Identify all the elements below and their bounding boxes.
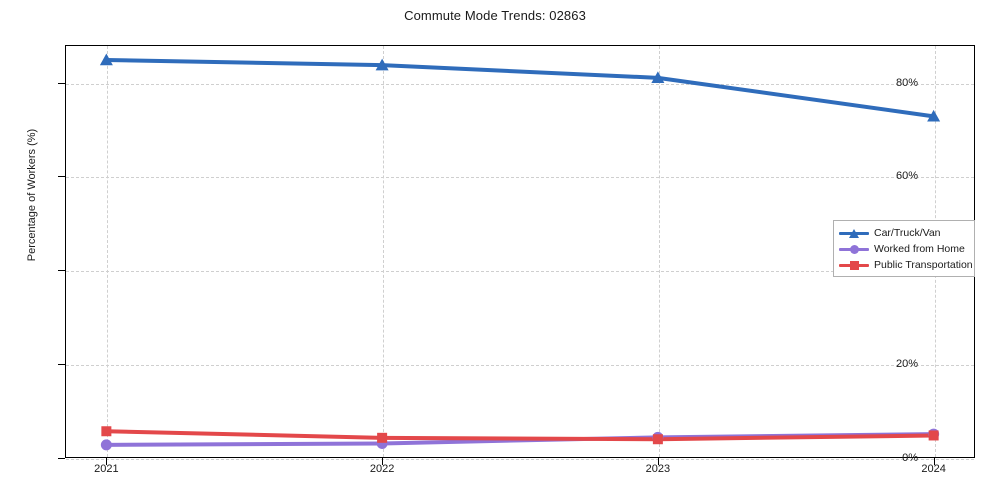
gridline-vertical xyxy=(107,46,109,457)
triangle-marker-icon xyxy=(849,229,859,238)
y-axis-label: Percentage of Workers (%) xyxy=(26,128,38,262)
y-tick-label: 60% xyxy=(895,170,918,183)
y-tick-mark xyxy=(58,364,65,366)
y-tick-mark xyxy=(58,270,65,272)
gridline-vertical xyxy=(658,46,660,457)
x-tick-mark xyxy=(382,458,384,465)
gridline-horizontal xyxy=(66,459,974,460)
legend-swatch xyxy=(839,226,869,240)
legend-item[interactable]: Car/Truck/Van xyxy=(839,225,969,241)
legend-swatch xyxy=(839,242,869,256)
legend-swatch xyxy=(839,258,869,272)
legend-item[interactable]: Worked from Home xyxy=(839,241,969,257)
x-tick-mark xyxy=(106,458,108,465)
legend-item[interactable]: Public Transportation xyxy=(839,257,973,273)
y-tick-label: 20% xyxy=(895,358,918,371)
square-marker-icon xyxy=(850,261,859,270)
gridline-vertical xyxy=(383,46,385,457)
gridline-horizontal xyxy=(66,271,974,273)
x-tick-label: 2022 xyxy=(369,463,395,475)
y-tick-label: 0% xyxy=(902,452,918,464)
gridline-horizontal xyxy=(66,83,974,85)
circle-marker-icon xyxy=(850,245,859,254)
x-tick-label: 2023 xyxy=(645,463,671,475)
legend-label: Worked from Home xyxy=(874,243,965,255)
y-tick-label: 80% xyxy=(895,76,918,89)
y-tick-mark xyxy=(58,458,65,459)
chart-legend: Car/Truck/Van Worked from Home Public Tran… xyxy=(833,220,975,277)
chart-title: Commute Mode Trends: 02863 xyxy=(404,8,586,23)
x-tick-label: 2021 xyxy=(94,463,119,475)
y-tick-mark xyxy=(58,176,65,178)
legend-label: Public Transportation xyxy=(874,259,973,271)
x-tick-mark xyxy=(933,458,935,465)
gridline-horizontal xyxy=(66,177,974,179)
legend-label: Car/Truck/Van xyxy=(874,227,941,239)
gridline-horizontal xyxy=(66,365,974,367)
x-tick-mark xyxy=(657,458,659,465)
x-tick-label: 2024 xyxy=(921,463,946,475)
y-tick-mark xyxy=(58,82,65,84)
